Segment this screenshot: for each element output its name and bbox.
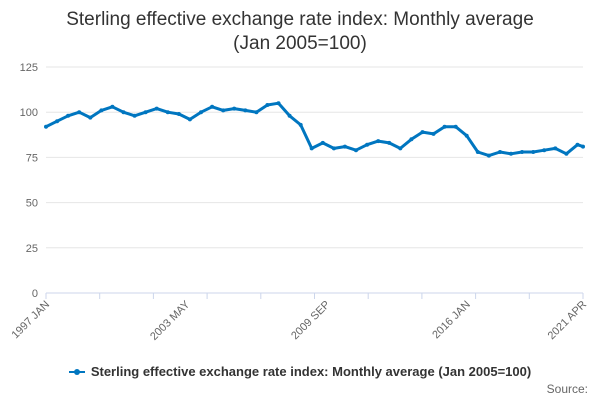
data-point[interactable] xyxy=(354,148,358,153)
data-point[interactable] xyxy=(254,110,259,115)
data-point[interactable] xyxy=(55,119,60,124)
data-point[interactable] xyxy=(287,113,292,118)
legend-label: Sterling effective exchange rate index: … xyxy=(90,364,532,379)
y-axis: 0 25 50 75 100 125 xyxy=(20,62,38,300)
data-point[interactable] xyxy=(475,150,480,154)
data-point[interactable] xyxy=(531,150,536,154)
data-point[interactable] xyxy=(66,113,71,118)
data-point[interactable] xyxy=(553,146,558,151)
data-point[interactable] xyxy=(44,124,48,129)
y-tick-label: 125 xyxy=(20,62,38,74)
data-point[interactable] xyxy=(132,113,137,118)
data-point[interactable] xyxy=(509,151,513,156)
x-tick-label: 2016 JAN xyxy=(430,299,473,342)
data-point[interactable] xyxy=(376,139,381,144)
data-point[interactable] xyxy=(486,153,491,158)
data-point[interactable] xyxy=(409,137,414,142)
data-point[interactable] xyxy=(298,122,303,127)
x-axis: 1997 JAN 2003 MAY 2009 SEP 2016 JAN 2021 APR xyxy=(9,292,590,343)
source-label: Source: xyxy=(546,382,588,396)
y-tick-label: 75 xyxy=(26,152,38,164)
series-group xyxy=(44,101,585,158)
chart-title: Sterling effective exchange rate index: … xyxy=(0,8,600,56)
data-point[interactable] xyxy=(210,104,215,109)
data-point[interactable] xyxy=(121,110,126,115)
y-tick-label: 100 xyxy=(20,107,38,119)
data-point[interactable] xyxy=(520,150,525,154)
y-tick-label: 0 xyxy=(32,288,38,300)
data-point[interactable] xyxy=(453,124,458,129)
x-tick-label: 2009 SEP xyxy=(289,299,333,343)
data-point[interactable] xyxy=(199,110,203,115)
data-point[interactable] xyxy=(99,108,104,113)
data-point[interactable] xyxy=(143,110,148,115)
data-point[interactable] xyxy=(498,150,502,154)
y-tick-label: 25 xyxy=(26,243,38,255)
chart-title-line-1: Sterling effective exchange rate index: … xyxy=(66,9,534,30)
data-point[interactable] xyxy=(464,133,469,138)
data-point[interactable] xyxy=(276,101,281,106)
data-point[interactable] xyxy=(420,130,425,135)
data-point[interactable] xyxy=(243,108,248,113)
data-point[interactable] xyxy=(442,124,447,129)
data-point[interactable] xyxy=(320,140,325,145)
data-point[interactable] xyxy=(265,103,270,107)
data-point[interactable] xyxy=(165,110,170,115)
x-tick-label: 2003 MAY xyxy=(148,298,193,343)
data-point[interactable] xyxy=(365,142,370,147)
data-point[interactable] xyxy=(564,151,569,156)
x-tick-label: 1997 JAN xyxy=(9,299,52,342)
legend-swatch xyxy=(68,368,85,375)
series-line xyxy=(44,101,585,158)
data-point[interactable] xyxy=(309,146,314,151)
gridlines xyxy=(46,66,583,294)
data-point[interactable] xyxy=(431,131,436,136)
data-point[interactable] xyxy=(581,144,585,149)
data-point[interactable] xyxy=(176,112,181,116)
data-point[interactable] xyxy=(342,144,347,149)
data-point[interactable] xyxy=(77,110,82,115)
data-point[interactable] xyxy=(331,146,336,151)
x-tick-label: 2021 APR xyxy=(546,299,590,343)
legend[interactable]: Sterling effective exchange rate index: … xyxy=(0,364,600,379)
data-point[interactable] xyxy=(154,106,159,111)
data-point[interactable] xyxy=(575,142,580,147)
data-point[interactable] xyxy=(187,117,192,122)
data-point[interactable] xyxy=(221,108,226,113)
data-point[interactable] xyxy=(232,106,237,111)
data-point[interactable] xyxy=(387,140,392,145)
data-point[interactable] xyxy=(398,146,403,151)
chart-title-line-2: (Jan 2005=100) xyxy=(233,33,367,54)
data-point[interactable] xyxy=(110,104,115,109)
data-point[interactable] xyxy=(88,115,93,120)
data-point[interactable] xyxy=(542,148,547,153)
y-tick-label: 50 xyxy=(26,198,38,210)
